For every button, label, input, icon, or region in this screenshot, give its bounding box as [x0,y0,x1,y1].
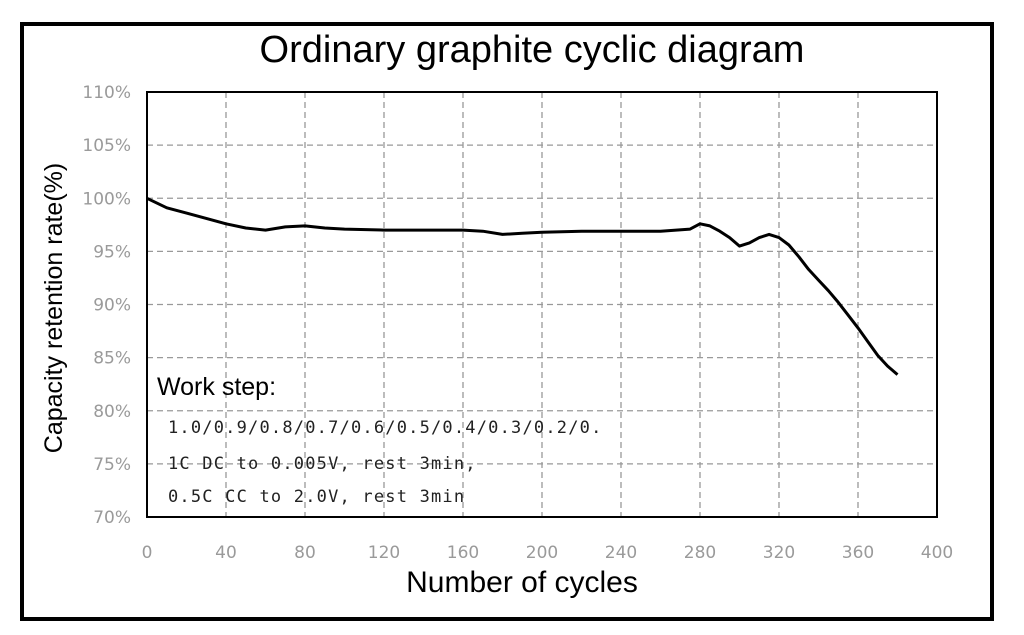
chart-title: Ordinary graphite cyclic diagram [260,29,805,71]
x-tick-label: 320 [763,543,795,563]
grid [147,92,937,517]
annotation-line: 0.5C CC to 2.0V, rest 3min [168,487,465,507]
x-tick-label: 360 [842,543,874,563]
y-tick-label: 80% [93,402,131,422]
x-tick-label: 280 [684,543,716,563]
x-tick-label: 40 [215,543,237,563]
x-tick-label: 120 [368,543,400,563]
annotation-line: 1C DC to 0.005V, rest 3min, [168,454,477,474]
y-tick-labels: 70% 75% 80% 85% 90% 95% 100% 105% 110% [82,83,131,528]
x-tick-label: 200 [526,543,558,563]
x-tick-label: 400 [921,543,953,563]
x-axis-title: Number of cycles [406,566,638,599]
y-tick-label: 90% [93,296,131,316]
y-tick-label: 110% [82,83,131,103]
work-step-annotation: Work step: 1.0/0.9/0.8/0.7/0.6/0.5/0.4/0… [157,373,603,507]
annotation-title: Work step: [157,373,276,401]
annotation-line: 1.0/0.9/0.8/0.7/0.6/0.5/0.4/0.3/0.2/0. [168,418,603,438]
series-line [146,196,899,376]
x-tick-label: 80 [294,543,316,563]
y-axis-title: Capacity retention rate(%) [40,163,68,453]
y-tick-label: 95% [93,242,131,262]
y-tick-label: 105% [82,136,131,156]
x-tick-label: 240 [605,543,637,563]
y-tick-label: 70% [93,508,131,528]
y-tick-label: 100% [82,189,131,209]
y-tick-label: 75% [93,455,131,475]
y-tick-label: 85% [93,349,131,369]
x-tick-label: 160 [447,543,479,563]
chart-frame [20,22,994,621]
plot-area-border [146,91,938,518]
x-tick-labels: 0 40 80 120 160 200 240 280 320 360 400 [142,543,954,563]
x-tick-label: 0 [142,543,153,563]
